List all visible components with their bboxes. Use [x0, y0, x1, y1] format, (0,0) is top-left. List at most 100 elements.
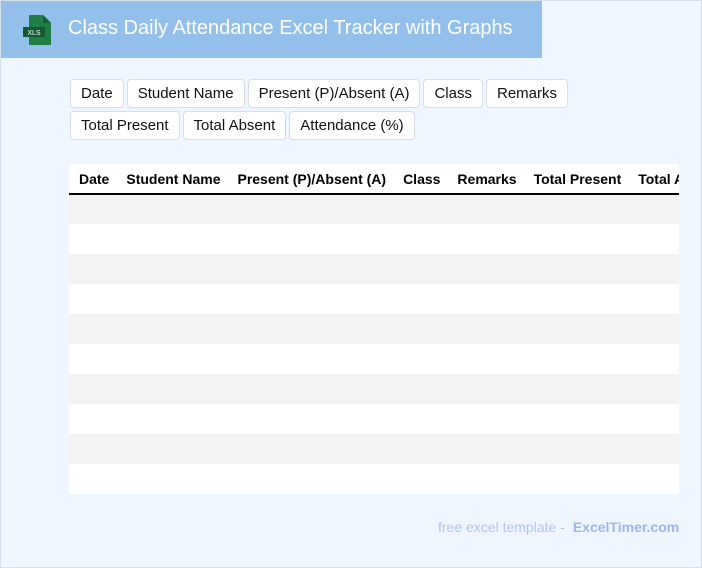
table-cell[interactable] [69, 464, 116, 494]
table-cell[interactable] [523, 314, 629, 344]
table-cell[interactable] [116, 254, 228, 284]
table-cell[interactable] [447, 224, 523, 254]
table-cell[interactable] [524, 284, 629, 314]
table-cell[interactable] [227, 344, 393, 374]
table-cell[interactable] [227, 464, 393, 494]
field-chip[interactable]: Class [423, 79, 483, 108]
table-cell[interactable] [628, 434, 679, 464]
table-cell[interactable] [628, 254, 679, 284]
table-cell[interactable] [393, 224, 447, 254]
table-cell[interactable] [69, 434, 117, 464]
table-cell[interactable] [69, 344, 116, 374]
footer-text: free excel template - [438, 519, 565, 535]
page-title: Class Daily Attendance Excel Tracker wit… [68, 17, 513, 39]
table-header-row: Date Student Name Present (P)/Absent (A) Cl… [69, 164, 679, 195]
table-cell[interactable] [227, 224, 393, 254]
table-cell[interactable] [393, 194, 448, 224]
table-cell[interactable] [628, 344, 679, 374]
table-cell[interactable] [227, 194, 394, 224]
column-header: Student Name [116, 164, 228, 195]
table-cell[interactable] [393, 254, 448, 284]
table-cell[interactable] [69, 284, 116, 314]
table-cell[interactable] [227, 284, 393, 314]
table-cell[interactable] [628, 404, 679, 434]
xls-file-icon: XLS [23, 15, 51, 45]
footer-brand-link[interactable]: ExcelTimer.com [572, 519, 680, 535]
table-cell[interactable] [524, 404, 629, 434]
table-cell[interactable] [523, 434, 629, 464]
table-cell[interactable] [393, 314, 448, 344]
table-cell[interactable] [69, 194, 117, 224]
table-cell[interactable] [116, 284, 227, 314]
table-cell[interactable] [447, 344, 523, 374]
table-cell[interactable] [628, 194, 679, 224]
table-cell[interactable] [69, 314, 117, 344]
column-header: Date [69, 164, 117, 195]
table-cell[interactable] [447, 404, 523, 434]
table-row [69, 314, 679, 344]
table-cell[interactable] [447, 194, 524, 224]
table-cell[interactable] [628, 464, 679, 494]
table-cell[interactable] [227, 374, 394, 404]
table-cell[interactable] [628, 374, 679, 404]
table-cell[interactable] [447, 374, 524, 404]
column-header: Remarks [447, 164, 524, 195]
table-cell[interactable] [524, 224, 629, 254]
table-cell[interactable] [447, 284, 523, 314]
field-chip[interactable]: Present (P)/Absent (A) [247, 79, 421, 108]
table-cell[interactable] [447, 314, 524, 344]
table-cell[interactable] [116, 344, 227, 374]
table-cell[interactable] [227, 434, 394, 464]
table-cell[interactable] [628, 284, 679, 314]
footer-credit: free excel template - ExcelTimer.com [438, 519, 679, 535]
field-chip[interactable]: Remarks [485, 79, 568, 108]
table-row [69, 284, 679, 314]
field-chip[interactable]: Attendance (%) [289, 111, 415, 140]
table-cell[interactable] [227, 314, 394, 344]
table-cell[interactable] [524, 464, 629, 494]
table-row [69, 464, 679, 494]
table-row [69, 344, 679, 374]
title-banner: XLS Class Daily Attendance Excel Tracker… [1, 1, 542, 58]
table-cell[interactable] [227, 404, 393, 434]
table-cell[interactable] [116, 434, 228, 464]
svg-text:XLS: XLS [27, 30, 41, 37]
table-cell[interactable] [523, 374, 629, 404]
table-cell[interactable] [447, 464, 523, 494]
table-row [69, 404, 679, 434]
table-row [69, 374, 679, 404]
field-chip[interactable]: Total Present [70, 111, 180, 140]
table-cell[interactable] [116, 314, 228, 344]
table-cell[interactable] [447, 434, 524, 464]
table-cell[interactable] [69, 224, 116, 254]
column-header: Class [393, 164, 448, 195]
table-cell[interactable] [116, 404, 227, 434]
table-cell[interactable] [116, 464, 227, 494]
field-chip[interactable]: Student Name [126, 79, 245, 108]
table-cell[interactable] [393, 284, 447, 314]
table-cell[interactable] [116, 224, 227, 254]
table-cell[interactable] [628, 314, 679, 344]
table-cell[interactable] [393, 404, 447, 434]
table-cell[interactable] [116, 374, 228, 404]
table-row [69, 254, 679, 284]
field-chip[interactable]: Total Absent [182, 111, 287, 140]
attendance-table: Date Student Name Present (P)/Absent (A) Cl… [69, 164, 679, 494]
table-cell[interactable] [69, 404, 116, 434]
table-cell[interactable] [628, 224, 679, 254]
table-cell[interactable] [523, 254, 629, 284]
table-cell[interactable] [523, 194, 629, 224]
field-chip[interactable]: Date [70, 79, 124, 108]
table-cell[interactable] [393, 464, 447, 494]
table-row [69, 434, 679, 464]
table-cell[interactable] [69, 254, 117, 284]
table-cell[interactable] [116, 194, 228, 224]
table-cell[interactable] [227, 254, 394, 284]
table-cell[interactable] [393, 374, 448, 404]
table-cell[interactable] [393, 434, 448, 464]
table-cell[interactable] [69, 374, 117, 404]
table-cell[interactable] [524, 344, 629, 374]
table-cell[interactable] [393, 344, 447, 374]
table-cell[interactable] [447, 254, 524, 284]
column-header: Total Present [523, 164, 629, 195]
